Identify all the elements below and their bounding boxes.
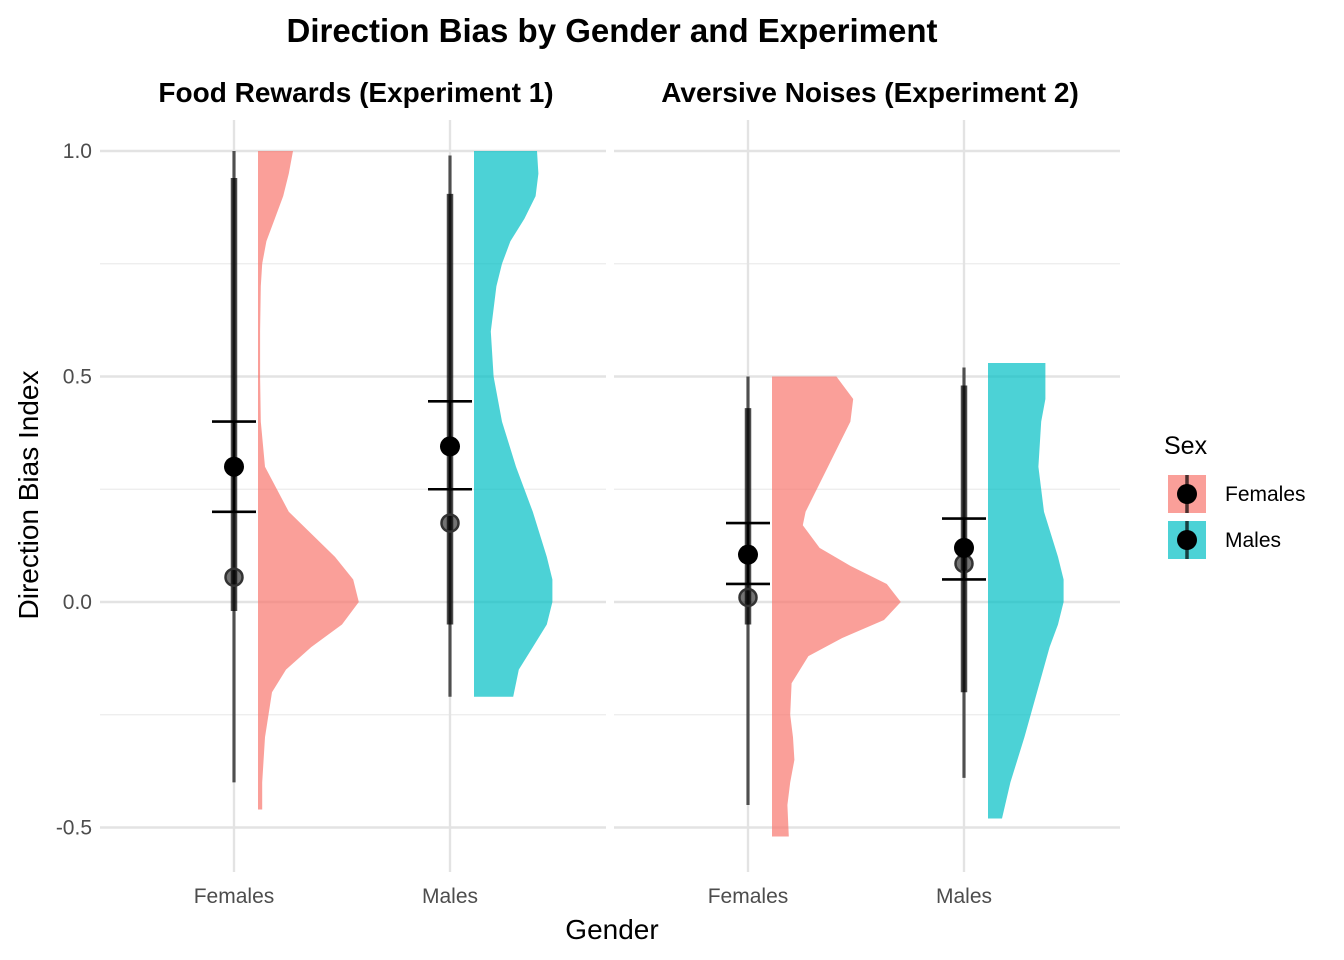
x-tick-label: Males (936, 885, 992, 908)
violin-females (258, 151, 359, 810)
panel-marks (212, 151, 553, 810)
violin-females (772, 376, 901, 837)
x-tick-label: Females (708, 885, 789, 908)
median-point (440, 513, 460, 533)
legend-label: Males (1225, 529, 1281, 552)
violin-males (474, 151, 553, 697)
x-axis-title: Gender (565, 914, 658, 945)
legend-item-males: Males (1168, 521, 1281, 559)
legend-items: Females Males (1168, 475, 1306, 559)
legend-title: Sex (1164, 432, 1208, 460)
panel-grid (614, 120, 1120, 872)
panel-title: Food Rewards (Experiment 1) (158, 77, 553, 108)
median-point (224, 567, 244, 587)
x-tick-label: Females (194, 885, 275, 908)
violin-males (988, 362, 1064, 819)
y-tick-label: -0.5 (56, 817, 92, 840)
x-tick-label: Males (422, 885, 478, 908)
panel-grid (100, 120, 606, 872)
panel-title: Aversive Noises (Experiment 2) (661, 77, 1079, 108)
legend-item-females: Females (1168, 475, 1306, 513)
y-axis-ticks: -0.5 0.0 0.5 1.0 (56, 140, 92, 840)
x-axis-ticks: Females Males Females Males (194, 885, 992, 908)
legend-label: Females (1225, 483, 1306, 506)
panel-marks (726, 362, 1064, 837)
mean-point (738, 544, 758, 565)
mean-point (224, 456, 244, 477)
y-tick-label: 1.0 (63, 140, 92, 163)
y-axis-title: Direction Bias Index (13, 370, 44, 619)
y-tick-label: 0.5 (63, 366, 92, 389)
legend-point (1177, 484, 1197, 504)
panel-aversive-noises: Aversive Noises (Experiment 2) (614, 77, 1120, 872)
chart-title: Direction Bias by Gender and Experiment (286, 12, 937, 49)
median-point (738, 587, 758, 608)
legend-point (1177, 530, 1197, 550)
mean-point (440, 436, 460, 457)
y-tick-label: 0.0 (63, 591, 92, 614)
mean-point (954, 537, 974, 558)
panel-food-rewards: Food Rewards (Experiment 1) (100, 77, 606, 872)
legend: Sex Females Males (1164, 432, 1306, 559)
